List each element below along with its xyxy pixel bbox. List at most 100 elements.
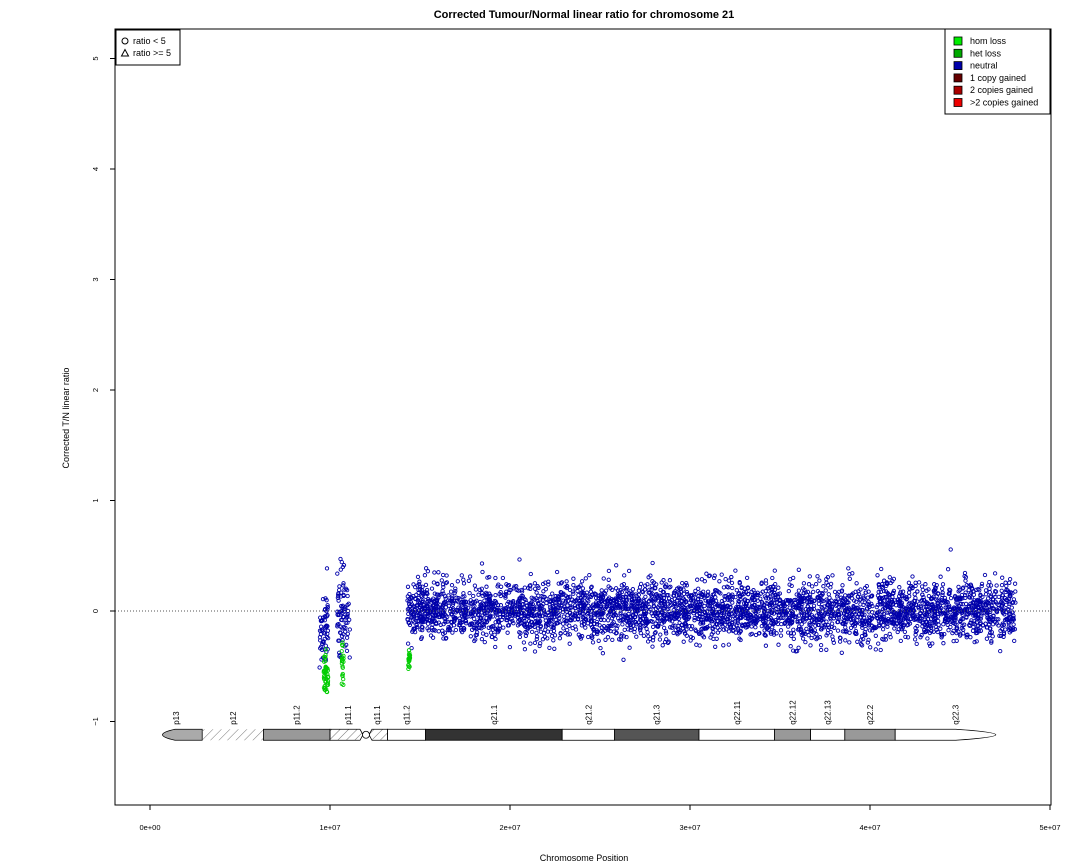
data-point <box>754 615 759 620</box>
data-point <box>546 582 551 587</box>
data-point <box>613 586 619 591</box>
data-point <box>895 629 900 635</box>
data-point <box>436 620 442 625</box>
data-point <box>729 611 734 616</box>
data-point <box>678 586 684 591</box>
data-point <box>533 613 538 618</box>
data-point <box>584 601 589 606</box>
data-point <box>479 586 484 591</box>
data-point <box>405 607 411 612</box>
data-point <box>671 607 676 613</box>
data-point <box>926 593 932 599</box>
data-point <box>850 607 855 613</box>
data-point <box>567 610 573 615</box>
data-point <box>801 631 806 636</box>
data-point <box>407 622 413 628</box>
data-point <box>634 602 640 607</box>
y-tick-label: −1 <box>91 717 100 726</box>
data-point <box>624 585 630 591</box>
data-point <box>942 595 948 601</box>
data-point <box>440 588 445 594</box>
data-point <box>936 618 941 624</box>
data-point <box>442 616 447 621</box>
data-point <box>620 622 625 627</box>
data-point <box>875 602 880 608</box>
data-point <box>897 585 902 590</box>
data-point <box>558 592 563 597</box>
data-point <box>472 638 477 644</box>
data-point <box>962 592 968 598</box>
data-point <box>873 647 878 652</box>
data-point <box>603 591 608 597</box>
data-point <box>753 632 759 638</box>
data-point <box>450 630 455 635</box>
data-point <box>493 610 498 616</box>
data-point <box>534 596 539 601</box>
data-point <box>853 589 858 594</box>
centromere-marker <box>362 730 370 739</box>
data-point <box>753 605 759 611</box>
data-point <box>738 610 743 616</box>
data-point <box>750 595 755 601</box>
data-point <box>420 627 425 633</box>
data-point <box>633 592 639 597</box>
data-point <box>323 614 328 620</box>
data-point <box>486 625 491 630</box>
data-point <box>417 584 423 589</box>
data-point <box>336 598 341 603</box>
data-point <box>436 629 441 634</box>
data-point <box>556 600 561 605</box>
data-point <box>697 643 702 648</box>
data-point <box>801 581 807 586</box>
data-point <box>629 591 634 597</box>
data-point <box>406 648 412 653</box>
data-point <box>511 621 516 626</box>
data-point <box>1001 634 1006 639</box>
data-point <box>658 601 663 606</box>
data-point <box>441 636 446 641</box>
data-point <box>911 601 917 607</box>
data-point <box>593 592 599 597</box>
data-point <box>323 647 328 652</box>
data-point <box>598 599 603 604</box>
data-point <box>406 611 411 617</box>
data-point <box>794 592 799 597</box>
legend-label: neutral <box>970 61 998 71</box>
data-point <box>724 584 730 589</box>
data-point <box>441 600 447 605</box>
data-point <box>803 639 808 645</box>
data-point <box>573 627 579 632</box>
data-point <box>950 630 955 636</box>
data-point <box>952 606 957 611</box>
data-point <box>482 598 487 603</box>
data-point <box>865 640 870 645</box>
data-point <box>551 638 556 643</box>
data-point <box>538 641 543 646</box>
data-point <box>1004 602 1009 608</box>
data-point <box>429 619 434 624</box>
data-point <box>758 616 763 621</box>
data-point <box>989 640 994 645</box>
data-point <box>444 573 449 578</box>
chart-title: Corrected Tumour/Normal linear ratio for… <box>434 9 735 21</box>
data-point <box>480 569 485 575</box>
data-point <box>847 640 852 645</box>
data-point <box>600 651 606 656</box>
data-point <box>765 592 770 597</box>
data-point <box>594 610 600 615</box>
data-point <box>672 611 677 617</box>
data-point <box>791 636 796 642</box>
data-point <box>753 610 758 615</box>
data-point <box>796 588 802 593</box>
data-point <box>983 621 988 626</box>
data-point <box>405 617 410 622</box>
data-point <box>847 630 852 635</box>
data-point <box>467 622 473 628</box>
data-point <box>446 593 451 598</box>
data-point <box>345 631 350 636</box>
data-point <box>538 629 544 634</box>
data-point <box>627 645 632 650</box>
data-point <box>988 630 993 636</box>
data-point <box>439 578 444 583</box>
data-point <box>407 608 413 613</box>
